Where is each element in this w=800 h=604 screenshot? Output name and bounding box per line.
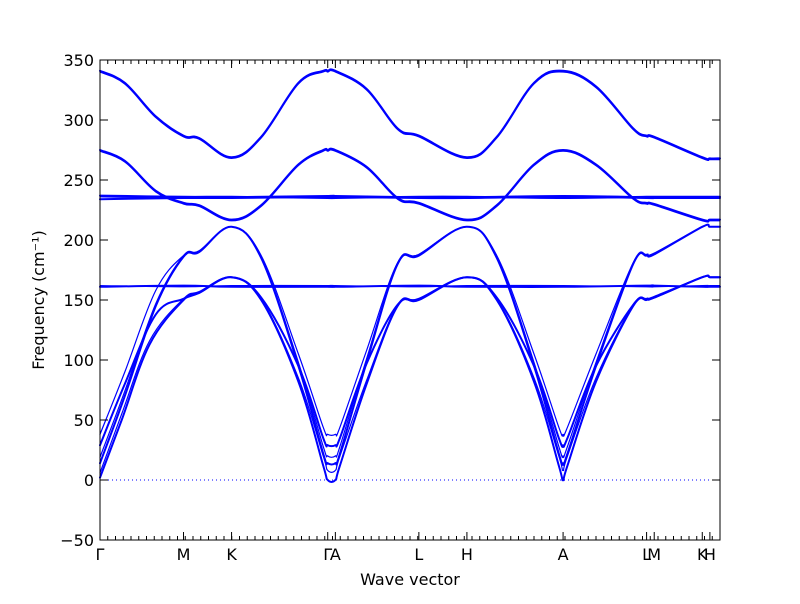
band-line xyxy=(99,284,721,288)
y-tick-label: −50 xyxy=(60,531,94,550)
y-tick-label: 350 xyxy=(63,51,94,70)
band-line xyxy=(99,284,721,288)
band-line xyxy=(99,147,721,222)
x-tick-label: A xyxy=(330,545,341,564)
x-tick-label: H xyxy=(461,545,473,564)
bands-group xyxy=(99,68,721,483)
y-tick-label: 100 xyxy=(63,351,94,370)
band-line xyxy=(99,195,721,201)
y-tick-label: 150 xyxy=(63,291,94,310)
x-tick-label: H xyxy=(704,545,716,564)
band-line xyxy=(99,224,721,437)
plot-frame xyxy=(99,59,721,541)
x-tick-label: K xyxy=(697,545,708,564)
x-tick-label: Γ xyxy=(96,545,105,564)
x-tick-label: L xyxy=(642,545,651,564)
x-tick-label: K xyxy=(226,545,237,564)
band-line xyxy=(99,68,721,161)
x-tick-label: M xyxy=(177,545,191,564)
x-axis-label: Wave vector xyxy=(360,570,460,589)
x-tick-label: A xyxy=(558,545,569,564)
y-tick-label: 300 xyxy=(63,111,94,130)
y-axis-label: Frequency (cm⁻¹) xyxy=(29,230,48,369)
x-tick-label: M xyxy=(647,545,661,564)
y-tick-label: 200 xyxy=(63,231,94,250)
band-line xyxy=(99,194,721,200)
x-tick-label: Γ xyxy=(323,545,332,564)
y-tick-label: 50 xyxy=(74,411,94,430)
band-line xyxy=(99,274,721,448)
y-tick-label: 0 xyxy=(84,471,94,490)
y-tick-label: 250 xyxy=(63,171,94,190)
x-tick-label: L xyxy=(414,545,423,564)
